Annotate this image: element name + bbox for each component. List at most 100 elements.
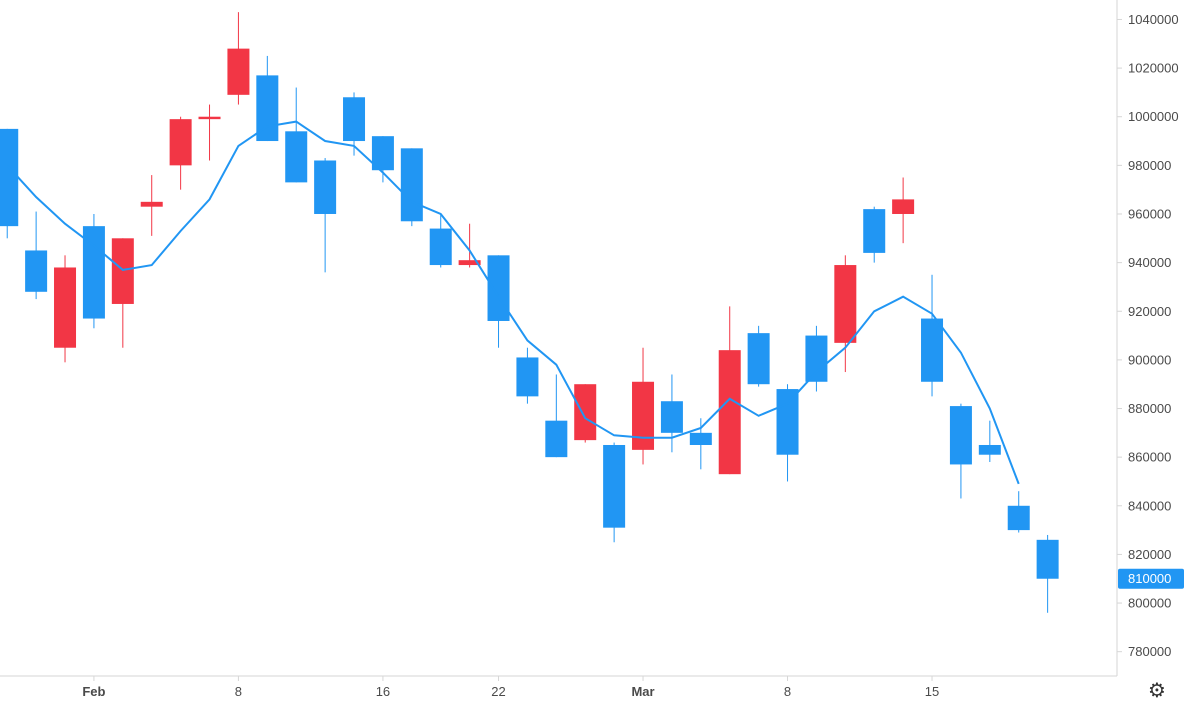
candle-body [892,199,915,214]
candle-body [978,444,1001,455]
x-tick-label: Feb [82,684,105,699]
candle-body [0,128,19,227]
candle-body [516,357,539,397]
candle-body [111,238,134,304]
plot-area [0,12,1059,613]
candle-body [487,255,510,321]
moving-average-line [6,120,1020,485]
y-tick-label: 980000 [1128,158,1171,173]
y-axis[interactable]: 780000 800000 820000 840000 860000 880000 9000… [1117,12,1179,659]
y-tick-label: 860000 [1128,450,1171,465]
candle-body [429,228,452,266]
y-tick-label: 920000 [1128,304,1171,319]
x-axis[interactable]: Feb 8 16 22 Mar 8 15 [82,676,939,699]
x-tick-label: 8 [784,684,791,699]
candle [429,213,452,268]
x-tick-label: 16 [376,684,390,699]
y-tick-label: 880000 [1128,401,1171,416]
candle-body [314,160,337,214]
candle-body [776,389,799,455]
candle [1036,534,1059,613]
candle-body [545,420,568,458]
candle [978,420,1001,463]
gear-icon[interactable]: ⚙ [1148,680,1166,702]
candle [603,442,626,543]
candle-body [949,406,972,465]
candle-body [458,260,481,266]
candle-body [632,381,655,450]
candle-body [660,401,683,433]
candle-body [1007,505,1030,531]
y-tick-label: 900000 [1128,352,1171,367]
candle-body [227,48,250,95]
x-tick-label: Mar [631,684,654,699]
candle-body [863,209,886,253]
y-tick-label: 800000 [1128,596,1171,611]
candle [0,128,19,239]
candle [1007,491,1030,533]
candle-body [1036,539,1059,579]
y-tick-label: 960000 [1128,206,1171,221]
candle-body [834,265,857,343]
candle-body [371,136,394,171]
candle [314,158,337,273]
last-price-badge: 810000 [1118,568,1184,589]
candle [545,374,568,458]
candle [949,403,972,499]
candle-body [747,333,770,385]
candle-body [689,432,712,445]
candle-body [805,335,828,382]
y-tick-label: 1000000 [1128,109,1179,124]
candle [140,175,163,236]
candle [371,136,394,183]
candle-body [140,201,163,207]
candle [285,87,308,183]
candle [892,177,915,244]
y-tick-label: 820000 [1128,547,1171,562]
candle [25,211,48,300]
candle [400,148,423,227]
candle-body [169,119,192,166]
candle-body [574,384,597,441]
candle [516,347,539,404]
candle-body [400,148,423,222]
candle [198,104,221,161]
candle [776,384,799,482]
y-tick-label: 780000 [1128,644,1171,659]
candle [834,255,857,373]
candle [54,255,77,363]
x-tick-label: 22 [491,684,505,699]
candle [805,325,828,392]
candle-body [25,250,48,292]
candle [921,274,944,397]
candle [747,325,770,387]
x-tick-label: 8 [235,684,242,699]
candle-body [603,444,626,528]
candle [487,255,510,348]
last-price-label: 810000 [1128,571,1171,586]
candle [689,418,712,470]
candle [660,374,683,453]
y-tick-label: 940000 [1128,255,1171,270]
x-tick-label: 15 [925,684,939,699]
candle-body [285,131,308,183]
candle-body [718,350,741,475]
y-tick-label: 840000 [1128,498,1171,513]
candle [111,238,134,348]
candle [574,384,597,443]
last-price-badge-background [1118,568,1184,589]
candle [718,306,741,475]
candle [863,206,886,263]
candle [227,12,250,105]
y-tick-label: 1020000 [1128,61,1179,76]
candle-body [198,116,221,120]
y-tick-label: 1040000 [1128,12,1179,27]
candle [169,116,192,190]
candle-body [54,267,77,348]
candle [632,347,655,465]
candle [82,213,105,329]
candle-body [921,318,944,382]
candle-body [343,97,366,142]
candle [256,55,279,142]
